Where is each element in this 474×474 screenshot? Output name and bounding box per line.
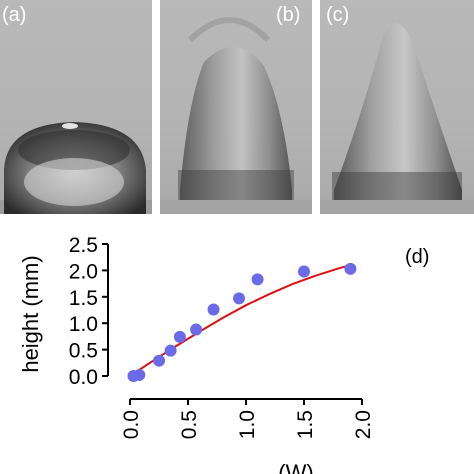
- x-tick-label: 1.5: [294, 410, 317, 439]
- height-vs-power-chart: 0.0 0.5 1.0 1.5 2.0 2.5 0.0 0.5 1.0 1.5 2.0 height…: [18, 234, 375, 474]
- photo-panel-b: (b): [160, 0, 312, 214]
- y-tick-label: 2.5: [69, 234, 98, 257]
- data-point: [233, 292, 246, 305]
- x-tick-label: 0.5: [178, 410, 201, 439]
- y-tick-label: 0.0: [69, 366, 98, 389]
- data-point: [133, 368, 146, 381]
- y-tick-label: 1.5: [69, 287, 98, 310]
- droplet-image: [0, 122, 152, 214]
- data-point: [298, 265, 310, 278]
- chart-axes: [107, 244, 362, 400]
- panel-label-b: (b): [276, 4, 301, 26]
- data-point: [207, 303, 220, 316]
- x-axis-label: (W): [278, 460, 313, 474]
- x-tick-label: 1.0: [236, 410, 259, 439]
- x-tick-label: 2.0: [352, 410, 375, 439]
- data-point: [344, 262, 357, 275]
- panel-label-a: (a): [2, 4, 27, 26]
- photo-panel-a: (a): [0, 0, 152, 214]
- x-tick-label: 0.0: [120, 410, 143, 439]
- jet-image-b: [160, 17, 312, 214]
- axis-labels-layer: height (mm) (W): [18, 255, 314, 474]
- chart-ticks: 0.0 0.5 1.0 1.5 2.0 2.5 0.0 0.5 1.0 1.5 2.0: [69, 234, 375, 439]
- y-tick-label: 0.5: [69, 340, 98, 363]
- panel-label-d: (d): [405, 246, 430, 268]
- y-tick-label: 1.0: [69, 313, 98, 336]
- data-point: [190, 323, 203, 336]
- data-point: [173, 330, 186, 343]
- data-point: [251, 273, 264, 286]
- photo-panel-c: (c): [320, 0, 474, 214]
- y-axis-label: height (mm): [18, 255, 43, 372]
- y-tick-label: 2.0: [69, 260, 98, 283]
- data-points-layer: [127, 262, 357, 382]
- panel-label-c: (c): [326, 4, 350, 26]
- data-point: [153, 354, 165, 367]
- data-point: [164, 344, 177, 357]
- jet-image-c: [320, 23, 474, 214]
